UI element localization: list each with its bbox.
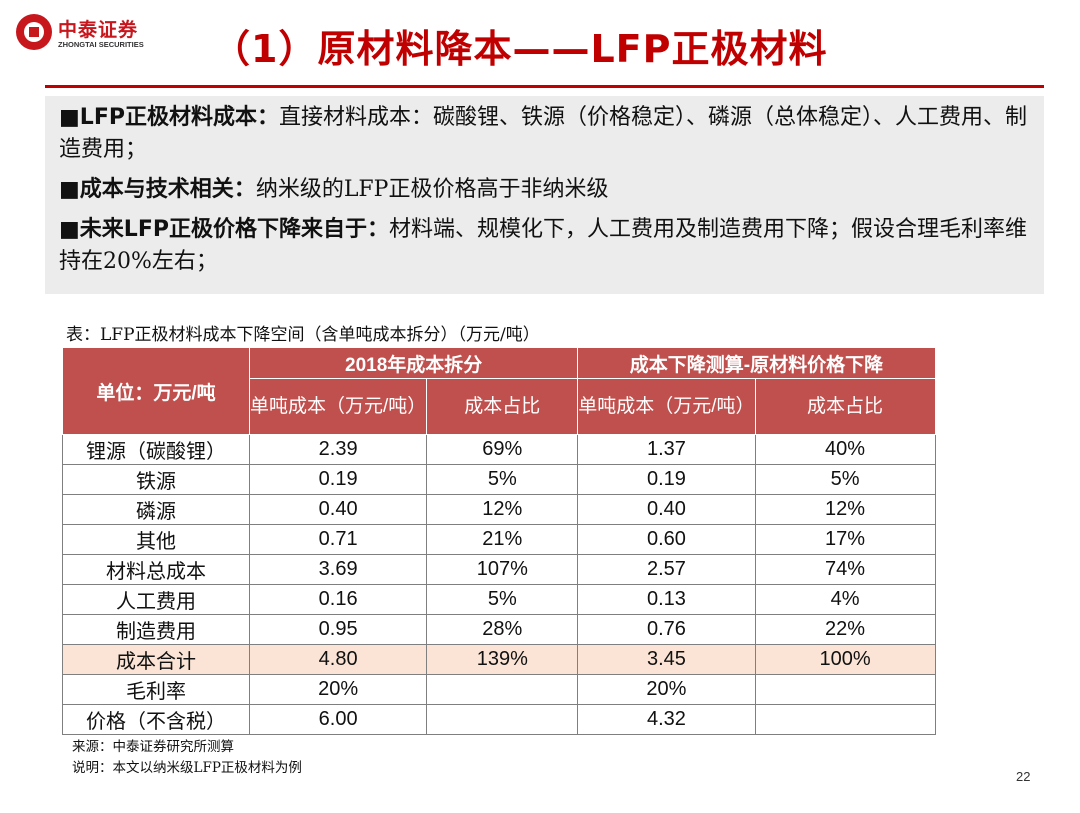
cell: 6.00 <box>248 704 428 735</box>
sub-header-share: 成本占比 <box>754 378 936 435</box>
logo-mark-icon <box>16 14 52 50</box>
unit-header: 单位：万元/吨 <box>62 347 250 435</box>
sub-header-unit-cost: 单吨成本（万元/吨） <box>577 378 756 435</box>
cell: 12% <box>754 494 936 525</box>
row-label: 其他 <box>62 524 250 555</box>
cell: 0.40 <box>577 494 756 525</box>
bullet-square-icon: ■ <box>59 217 80 242</box>
table-row: 人工费用 0.16 5% 0.13 4% <box>62 584 936 615</box>
row-label: 价格（不含税） <box>62 704 250 735</box>
table-row: 制造费用 0.95 28% 0.76 22% <box>62 614 936 645</box>
cell: 0.60 <box>577 524 756 555</box>
table-row: 价格（不含税） 6.00 4.32 <box>62 704 936 735</box>
row-label: 成本合计 <box>62 644 250 675</box>
explanation-note: 说明：本文以纳米级LFP正极材料为例 <box>72 760 302 776</box>
cell: 5% <box>426 464 579 495</box>
row-label: 磷源 <box>62 494 250 525</box>
cell: 17% <box>754 524 936 555</box>
cell: 139% <box>426 644 579 675</box>
bullet-lead: 未来LFP正极价格下降来自于： <box>79 217 389 242</box>
cell: 3.69 <box>248 554 428 585</box>
group-header-2018: 2018年成本拆分 <box>248 347 579 379</box>
table-row: 磷源 0.40 12% 0.40 12% <box>62 494 936 525</box>
table-row: 材料总成本 3.69 107% 2.57 74% <box>62 554 936 585</box>
cell: 0.19 <box>577 464 756 495</box>
cell: 4.32 <box>577 704 756 735</box>
slide-title: （1）原材料降本——LFP正极材料 <box>212 27 828 71</box>
row-label: 制造费用 <box>62 614 250 645</box>
cell: 0.40 <box>248 494 428 525</box>
bullet-body: 直接材料成本：碳酸锂、铁源（价格稳定）、磷源（总体稳定）、人工费用、制造费用； <box>59 105 1027 162</box>
row-label: 毛利率 <box>62 674 250 705</box>
cell: 20% <box>248 674 428 705</box>
row-label: 锂源（碳酸锂） <box>62 434 250 465</box>
cell: 20% <box>577 674 756 705</box>
cell: 2.39 <box>248 434 428 465</box>
cell: 0.16 <box>248 584 428 615</box>
cell: 1.37 <box>577 434 756 465</box>
cell: 107% <box>426 554 579 585</box>
cell <box>426 704 579 735</box>
source-note: 来源：中泰证券研究所测算 <box>72 739 234 755</box>
summary-box: ■LFP正极材料成本：直接材料成本：碳酸锂、铁源（价格稳定）、磷源（总体稳定）、… <box>45 96 1044 294</box>
bullet-item: ■成本与技术相关：纳米级的LFP正极价格高于非纳米级 <box>59 174 1030 206</box>
cost-table: 单位：万元/吨 2018年成本拆分 成本下降测算-原材料价格下降 单吨成本（万元… <box>62 347 936 735</box>
cell: 0.19 <box>248 464 428 495</box>
row-label: 铁源 <box>62 464 250 495</box>
bullet-lead: 成本与技术相关： <box>79 177 256 202</box>
group-header-forecast: 成本下降测算-原材料价格下降 <box>577 347 936 379</box>
sub-header-share: 成本占比 <box>426 378 579 435</box>
title-divider <box>45 85 1044 88</box>
cell: 69% <box>426 434 579 465</box>
bullet-lead: LFP正极材料成本： <box>79 105 279 130</box>
cell: 3.45 <box>577 644 756 675</box>
bullet-item: ■未来LFP正极价格下降来自于：材料端、规模化下，人工费用及制造费用下降；假设合… <box>59 214 1030 278</box>
bullet-body: 材料端、规模化下，人工费用及制造费用下降；假设合理毛利率维持在20%左右； <box>59 217 1027 274</box>
cell <box>754 704 936 735</box>
cell: 0.95 <box>248 614 428 645</box>
cell: 5% <box>754 464 936 495</box>
sub-header-unit-cost: 单吨成本（万元/吨） <box>248 378 428 435</box>
cell: 5% <box>426 584 579 615</box>
cell <box>754 674 936 705</box>
table-row: 锂源（碳酸锂） 2.39 69% 1.37 40% <box>62 434 936 465</box>
cell: 2.57 <box>577 554 756 585</box>
company-logo: 中泰证券 ZHONGTAI SECURITIES <box>16 12 166 56</box>
cell: 12% <box>426 494 579 525</box>
cell: 22% <box>754 614 936 645</box>
cell: 4.80 <box>248 644 428 675</box>
page-number: 22 <box>1016 769 1031 784</box>
table-row-total: 成本合计 4.80 139% 3.45 100% <box>62 644 936 675</box>
cell: 74% <box>754 554 936 585</box>
bullet-body: 纳米级的LFP正极价格高于非纳米级 <box>255 177 609 202</box>
table-row: 毛利率 20% 20% <box>62 674 936 705</box>
table-row: 铁源 0.19 5% 0.19 5% <box>62 464 936 495</box>
bullet-item: ■LFP正极材料成本：直接材料成本：碳酸锂、铁源（价格稳定）、磷源（总体稳定）、… <box>59 102 1030 166</box>
cell: 21% <box>426 524 579 555</box>
bullet-square-icon: ■ <box>59 177 80 202</box>
cell: 40% <box>754 434 936 465</box>
cell: 28% <box>426 614 579 645</box>
logo-name-en: ZHONGTAI SECURITIES <box>58 40 144 49</box>
table-row: 其他 0.71 21% 0.60 17% <box>62 524 936 555</box>
cell: 4% <box>754 584 936 615</box>
bullet-square-icon: ■ <box>59 105 80 130</box>
row-label: 人工费用 <box>62 584 250 615</box>
cell: 100% <box>754 644 936 675</box>
row-label: 材料总成本 <box>62 554 250 585</box>
cell <box>426 674 579 705</box>
cell: 0.76 <box>577 614 756 645</box>
logo-name-cn: 中泰证券 <box>58 19 139 41</box>
cell: 0.71 <box>248 524 428 555</box>
cell: 0.13 <box>577 584 756 615</box>
table-caption: 表：LFP正极材料成本下降空间（含单吨成本拆分）（万元/吨） <box>66 325 540 345</box>
